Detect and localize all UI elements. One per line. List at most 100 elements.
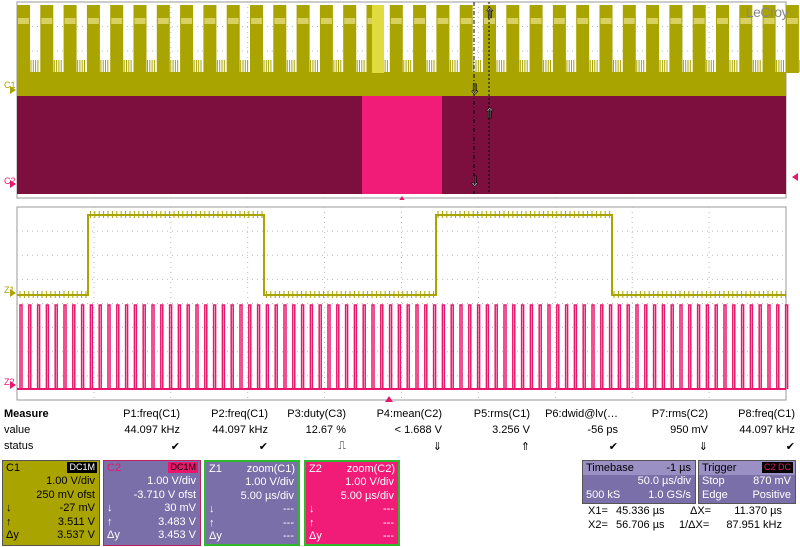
measure-title: Measure — [4, 408, 49, 420]
c1-burst-gap — [320, 18, 332, 24]
c1-base-band — [17, 72, 786, 96]
acquisition-waveform-area[interactable]: ⇑⇓⇑⇓ — [0, 0, 800, 200]
c2-down-symbol: ↓ — [107, 502, 113, 514]
measure-param-1-name[interactable]: P1:freq(C1) — [123, 408, 180, 420]
c1-burst — [576, 5, 590, 73]
z2-descriptor[interactable]: Z2 zoom(C2) 1.00 V/div 5.00 µs/div ↓ --- … — [304, 460, 400, 546]
inv-dx-value: 87.951 kHz — [726, 519, 782, 531]
measure-param-7-name[interactable]: P7:rms(C2) — [651, 408, 708, 420]
c1-burst — [319, 5, 333, 73]
c1-burst — [226, 5, 240, 73]
c1-burst-gap — [64, 18, 76, 24]
z1-title: Z1 — [209, 463, 222, 475]
c2-descriptor[interactable]: C2 DC1M 1.00 V/div -3.710 V ofst ↓ 30 mV … — [103, 460, 201, 546]
c1-offset: 250 mV ofst — [36, 488, 95, 501]
c1-burst — [296, 5, 310, 73]
c1-burst-gap — [297, 18, 309, 24]
timebase-title: Timebase — [586, 462, 634, 474]
timebase-samples: 500 kS — [586, 488, 621, 501]
c1-title: C1 — [6, 462, 21, 474]
c1-descriptor[interactable]: C1 DC1M 1.00 V/div 250 mV ofst ↓ -27 mV ↑… — [2, 460, 100, 546]
measure-param-5-value: 3.256 V — [492, 424, 530, 436]
trigger-title: Trigger — [702, 462, 737, 474]
measure-param-3-name[interactable]: P3:duty(C3) — [287, 408, 346, 420]
c1-burst — [17, 5, 30, 73]
z2-up-value: --- — [383, 516, 394, 529]
dx-label: ΔX= — [690, 505, 712, 517]
c1-burst — [646, 5, 660, 73]
c1-burst — [133, 5, 147, 73]
acquisition-grid[interactable]: ⇑ ⇓ ⇑ ⇓ LeCroy C1 C2 — [0, 0, 800, 200]
measure-param-7-status: ⇓ — [698, 441, 708, 453]
c1-burst — [180, 5, 194, 73]
c2-coupling-badge: DC1M — [168, 462, 198, 473]
trace-label-z1: Z1 — [4, 285, 15, 295]
c1-trace — [17, 5, 800, 96]
measure-param-6-name[interactable]: P6:dwid@lv(… — [545, 408, 618, 420]
cursor-arrow-icon: ⇓ — [469, 174, 481, 190]
c1-burst-gap — [181, 18, 193, 24]
trigger-descriptor[interactable]: Trigger C2 DC Stop 870 mV Edge Positive — [698, 460, 796, 504]
z1-down-value: --- — [283, 503, 294, 515]
z1-source: zoom(C1) — [246, 463, 295, 475]
z1-descriptor[interactable]: Z1 zoom(C1) 1.00 V/div 5.00 µs/div ↓ --- … — [204, 460, 300, 546]
c1-coupling-badge: DC1M — [67, 462, 97, 473]
timebase-rate: 1.0 GS/s — [648, 488, 691, 501]
x2-label: X2= — [588, 519, 608, 531]
measure-param-2-status: ✔ — [258, 441, 268, 453]
c1-burst-gap — [786, 18, 798, 24]
c1-burst — [86, 5, 100, 73]
measure-param-7-value: 950 mV — [670, 424, 708, 436]
c1-burst — [622, 5, 636, 73]
measure-param-2-name[interactable]: P2:freq(C1) — [211, 408, 268, 420]
measure-param-1-status: ✔ — [170, 441, 180, 453]
c1-burst — [156, 5, 170, 73]
c1-burst-gap — [623, 18, 635, 24]
measure-param-8-value: 44.097 kHz — [739, 424, 795, 436]
c2-up-value: 3.483 V — [158, 515, 196, 528]
measure-param-8-name[interactable]: P8:freq(C1) — [738, 408, 795, 420]
zoom-waveform-area[interactable] — [0, 205, 800, 402]
timebase-tdiv: 50.0 µs/div — [637, 475, 691, 487]
measure-param-3-status: ⎍ — [338, 440, 346, 452]
measure-param-4-name[interactable]: P4:mean(C2) — [376, 408, 442, 420]
c1-burst — [203, 5, 217, 73]
z1-up-symbol: ↑ — [209, 516, 215, 529]
measure-param-2-value: 44.097 kHz — [212, 424, 268, 436]
measure-table[interactable]: Measure value status P1:freq(C1) 44.097 k… — [0, 404, 800, 456]
c1-burst-gap — [390, 18, 402, 24]
z2-up-symbol: ↑ — [309, 516, 315, 529]
measure-param-6-value: -56 ps — [587, 424, 618, 436]
trigger-source-badge: C2 DC — [761, 462, 793, 473]
c1-burst — [250, 5, 263, 73]
c1-burst-gap — [717, 18, 728, 24]
z2-pulses — [17, 304, 789, 390]
trigger-level: 870 mV — [753, 475, 791, 487]
c1-burst-gap — [41, 18, 53, 24]
cursor-arrow-icon: ⇑ — [484, 6, 496, 22]
c1-up-symbol: ↑ — [6, 515, 12, 528]
c1-burst — [413, 5, 427, 73]
x1-label: X1= — [588, 505, 608, 517]
c1-burst-gap — [204, 18, 216, 24]
c1-burst — [552, 5, 566, 73]
c1-burst — [599, 5, 613, 73]
timebase-descriptor[interactable]: Timebase -1 µs 50.0 µs/div 500 kS 1.0 GS… — [582, 460, 696, 504]
c1-burst-gap — [670, 18, 682, 24]
c1-burst — [716, 5, 729, 73]
z2-source: zoom(C2) — [346, 463, 395, 475]
c2-zoom-highlight — [362, 96, 442, 194]
c1-burst-gap — [111, 18, 123, 24]
c1-burst-gap — [157, 18, 169, 24]
c1-vdiv: 1.00 V/div — [46, 475, 95, 487]
c2-delta-value: 3.453 V — [158, 529, 196, 541]
z1-delta-symbol: Δy — [209, 530, 222, 542]
inv-dx-label: 1/ΔX= — [679, 519, 710, 531]
measure-param-5-name[interactable]: P5:rms(C1) — [473, 408, 530, 420]
zoom-grid[interactable]: Z1 Z2 — [0, 205, 800, 402]
descriptor-boxes: C1 DC1M 1.00 V/div 250 mV ofst ↓ -27 mV ↑… — [0, 458, 800, 547]
c2-title: C2 — [107, 462, 122, 474]
c1-burst — [459, 5, 473, 73]
c1-burst — [63, 5, 77, 73]
z2-title: Z2 — [309, 463, 322, 475]
